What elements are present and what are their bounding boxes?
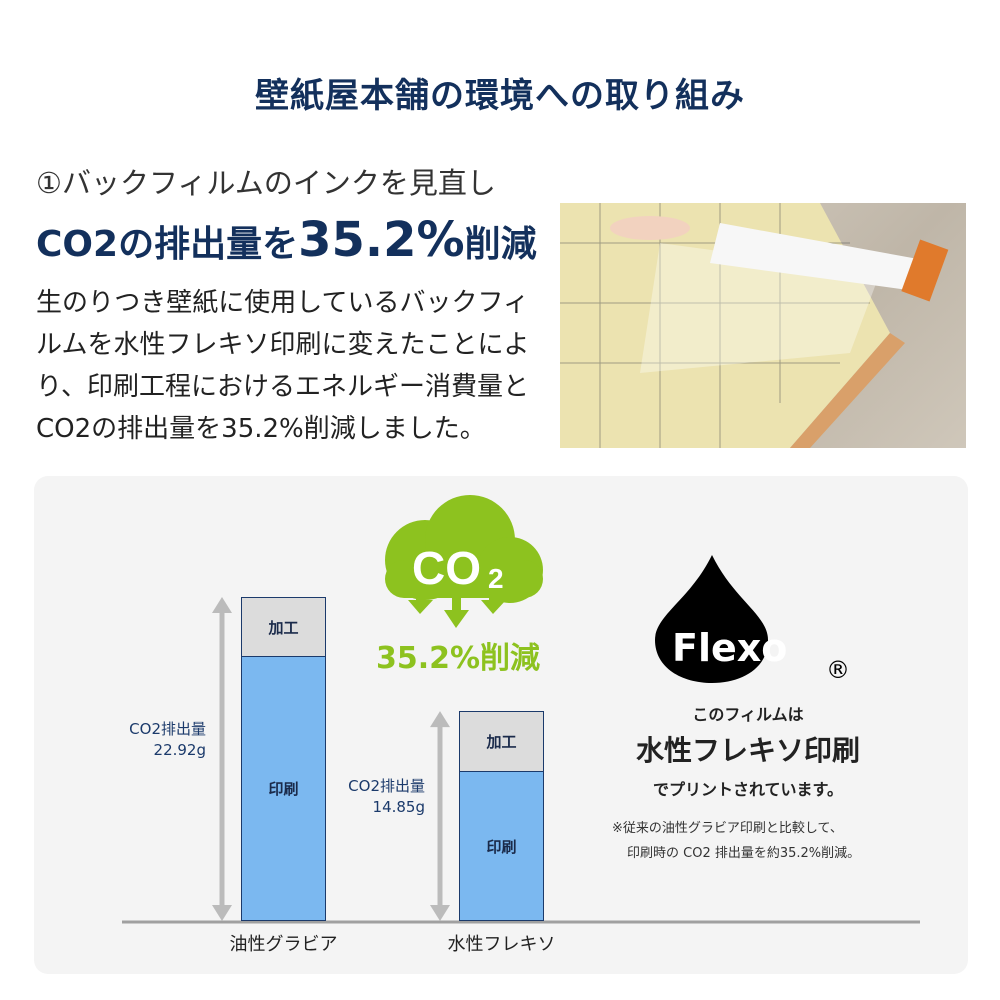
total-label: CO2排出量 14.85g bbox=[348, 777, 425, 817]
bar-segment-印刷: 印刷 bbox=[460, 772, 543, 920]
total-label: CO2排出量 22.92g bbox=[129, 720, 206, 759]
arrow-head-icon bbox=[212, 905, 232, 921]
product-photo bbox=[560, 203, 966, 448]
headline-post: 削減 bbox=[464, 224, 537, 265]
bar-segment-加工: 加工 bbox=[460, 712, 543, 773]
arrow-head-icon bbox=[430, 905, 450, 921]
bar-0: 加工 印刷 bbox=[241, 597, 326, 921]
section-heading: ①バックフィルムのインクを見直し bbox=[36, 166, 496, 200]
flexo-logo: Flexo bbox=[672, 626, 787, 670]
flexo-line3: でプリントされています。 bbox=[653, 780, 843, 799]
flexo-line2: 水性フレキソ印刷 bbox=[636, 734, 860, 767]
cloud-sub-text: 2 bbox=[488, 563, 504, 594]
flexo-note1: ※従来の油性グラビア印刷と比較して、 bbox=[612, 821, 843, 836]
flexo-line1: このフィルムは bbox=[692, 705, 803, 724]
reduction-text: 35.2%削減 bbox=[376, 641, 540, 676]
description: 生のりつき壁紙に使用しているバックフィルムを水性フレキソ印刷に変えたことにより、… bbox=[36, 288, 530, 444]
headline-pre: CO2の排出量を bbox=[36, 224, 299, 265]
arrow-head-icon bbox=[212, 597, 232, 613]
arrow-head-icon bbox=[430, 711, 450, 728]
headline-percent: 35.2% bbox=[298, 212, 465, 268]
cloud-co-text: CO bbox=[412, 542, 481, 594]
flexo-drop-icon bbox=[655, 555, 768, 683]
bar-segment-加工: 加工 bbox=[242, 598, 325, 658]
x-tick-label: 油性グラビア bbox=[229, 934, 338, 955]
bar-1: 加工 印刷 bbox=[459, 711, 544, 921]
registered-mark: ® bbox=[826, 656, 850, 684]
section-headline: CO2の排出量を35.2%削減 bbox=[36, 212, 537, 268]
page-title: 壁紙屋本舗の環境への取り組み bbox=[255, 76, 745, 116]
x-tick-label: 水性フレキソ bbox=[447, 934, 556, 955]
bar-segment-印刷: 印刷 bbox=[242, 657, 325, 920]
flexo-note2: 印刷時の CO2 排出量を約35.2%削減。 bbox=[627, 845, 860, 861]
co2-cloud-icon bbox=[385, 495, 543, 628]
